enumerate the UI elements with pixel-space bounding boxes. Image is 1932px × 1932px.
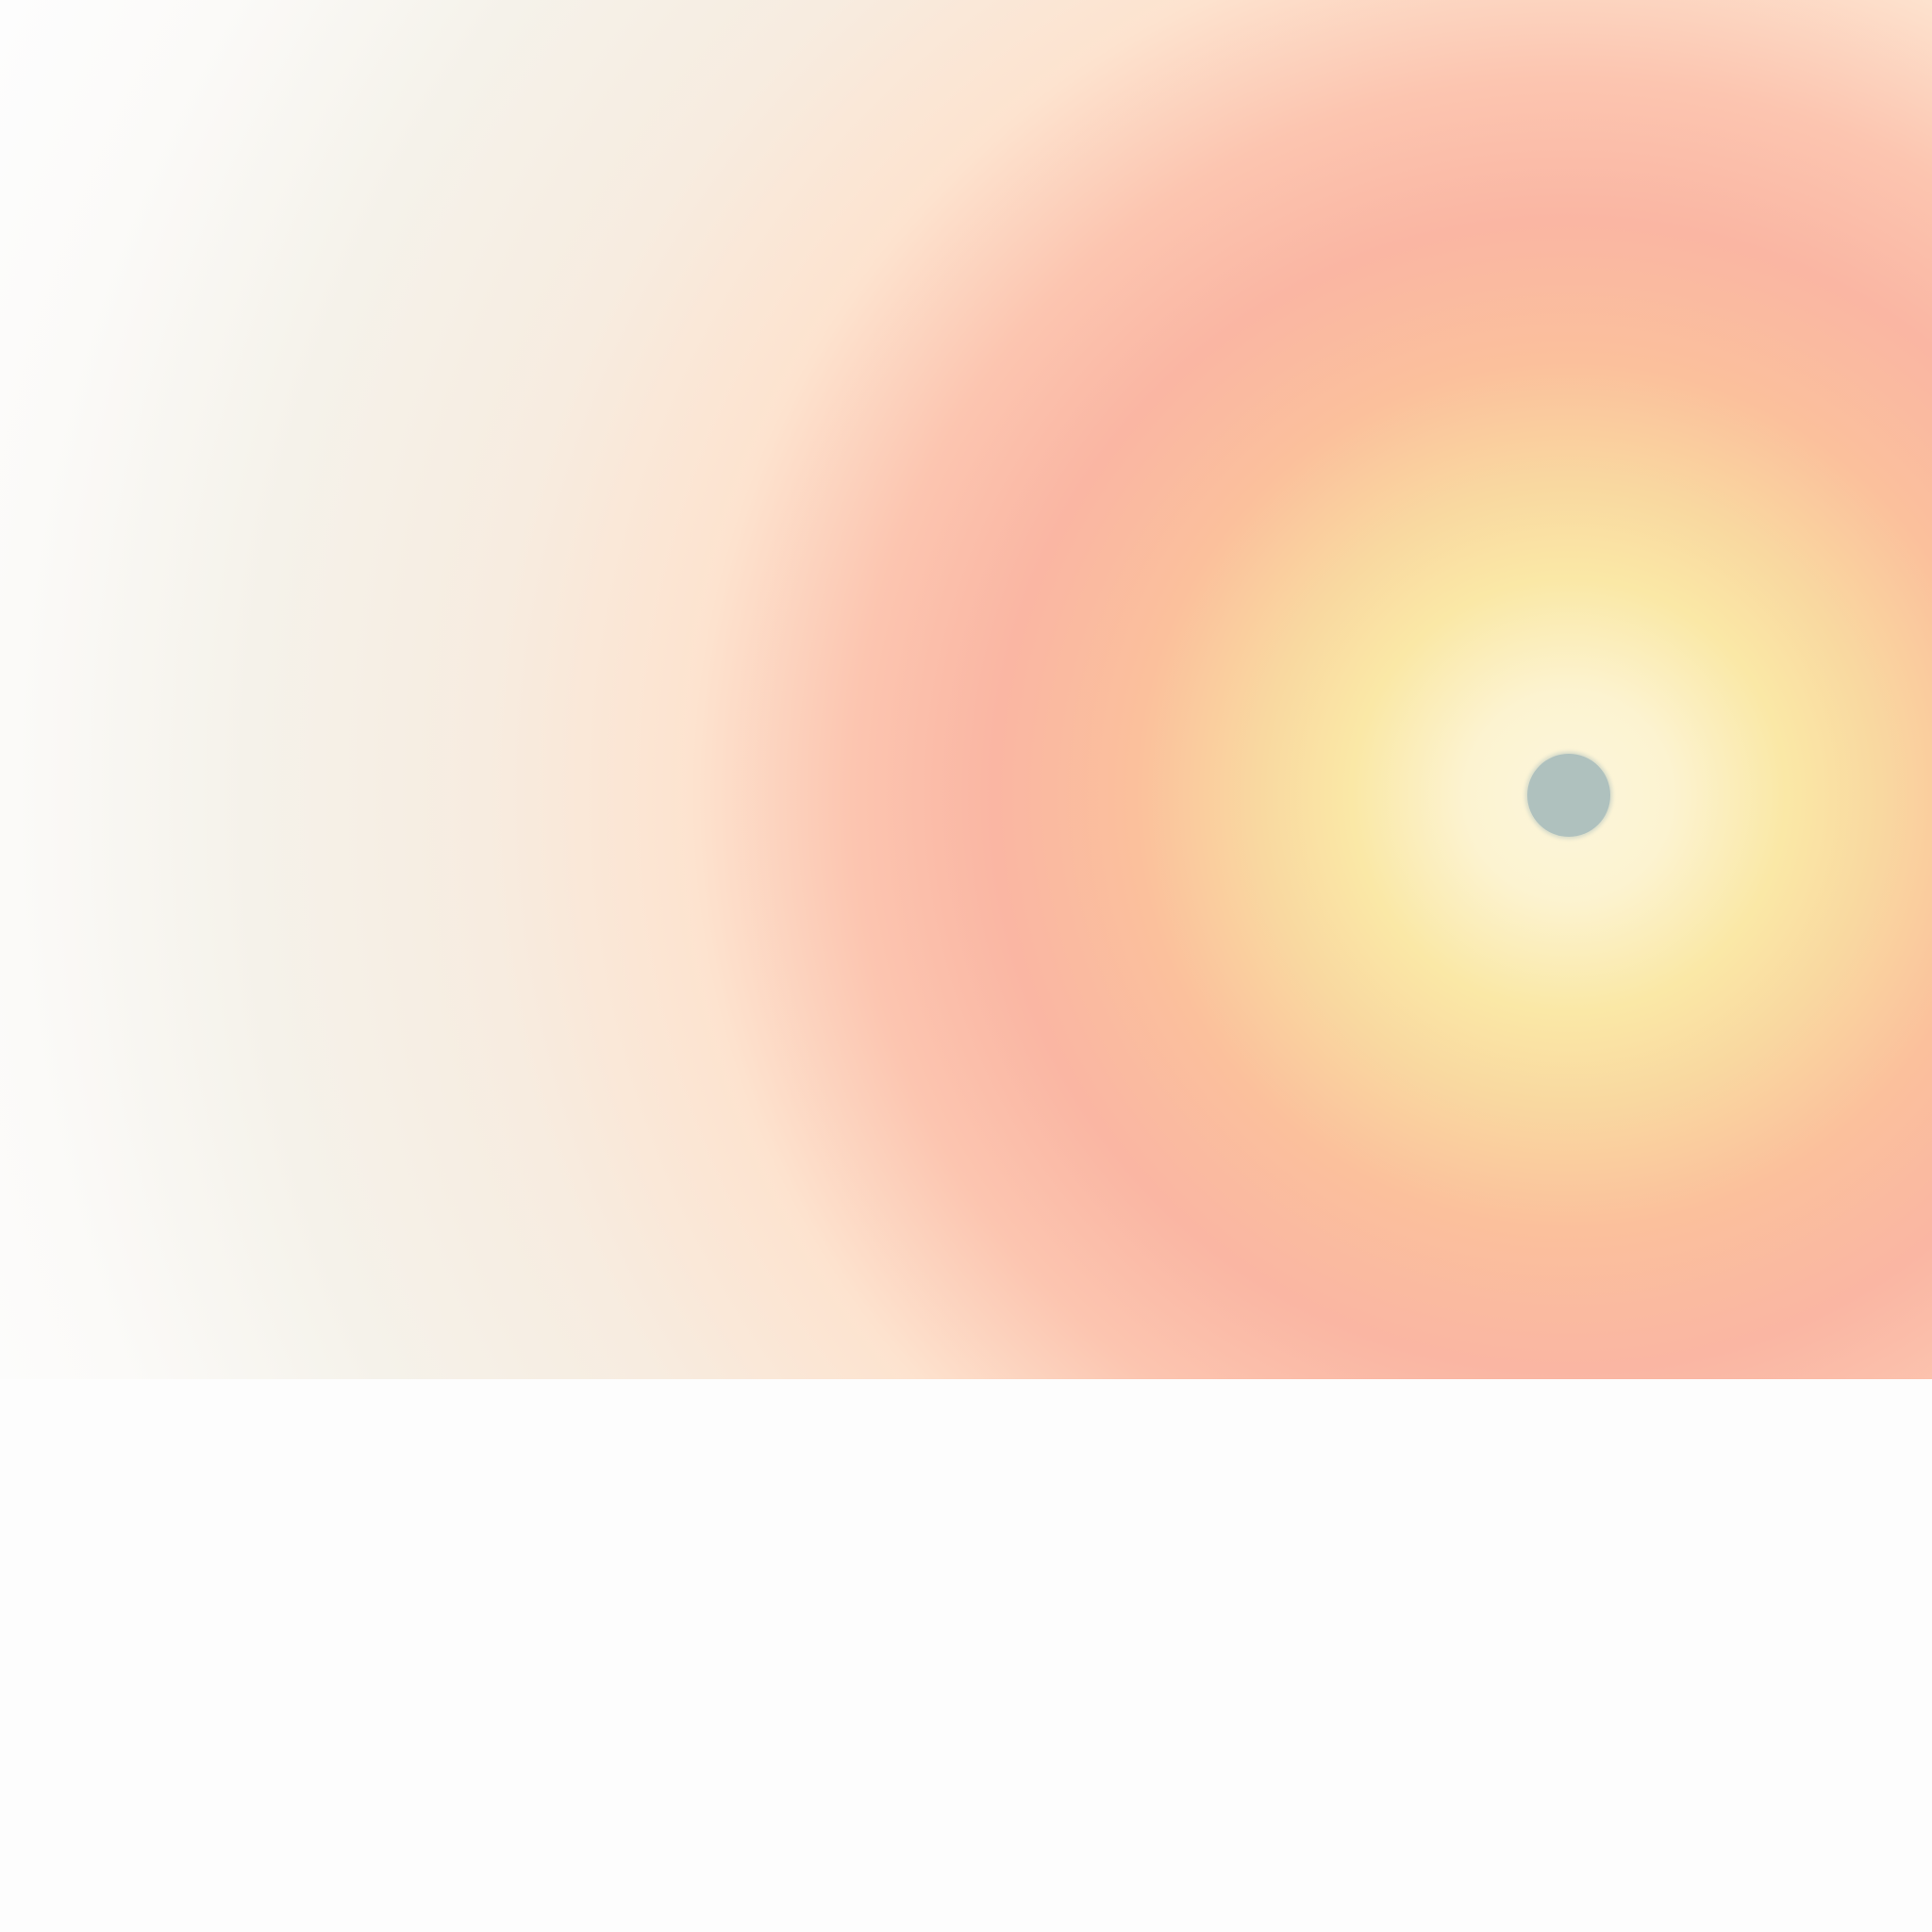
blank-lower-area <box>0 1379 1932 1932</box>
circle-dot-icon <box>1527 754 1610 837</box>
radial-gradient-panel <box>0 0 1932 1379</box>
